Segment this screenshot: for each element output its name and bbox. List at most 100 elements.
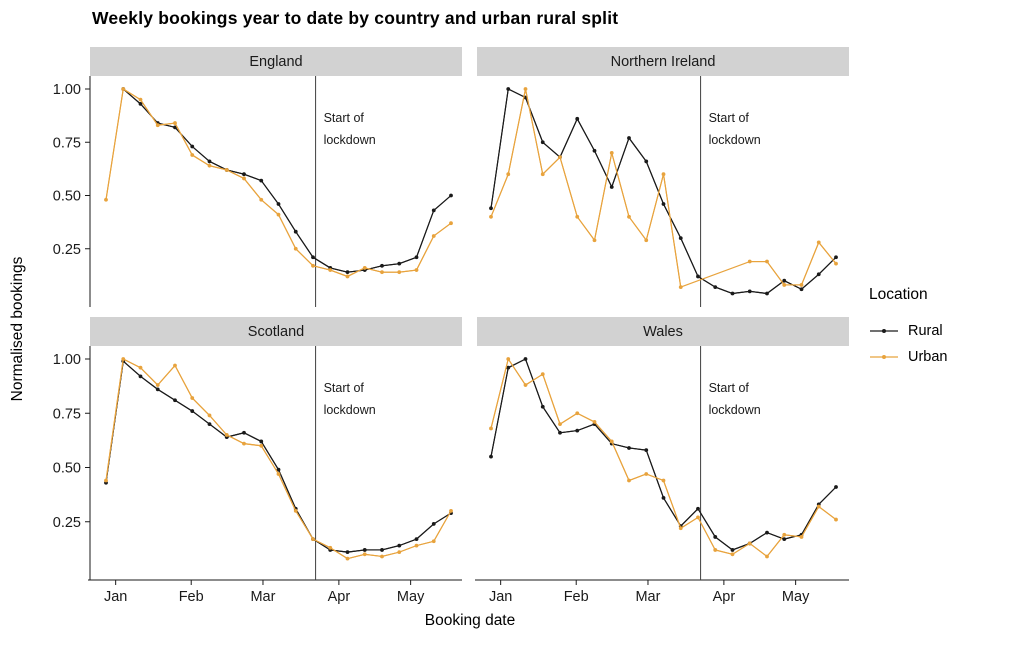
facet-label: Wales <box>643 323 683 340</box>
legend-title: Location <box>869 286 928 303</box>
data-point-wales-urban <box>609 439 614 444</box>
data-point-scotland-urban <box>173 363 177 368</box>
data-point-england-rural <box>345 270 350 275</box>
data-point-scotland-urban <box>121 357 126 361</box>
data-point-england-rural <box>190 144 195 149</box>
data-point-scotland-urban <box>414 543 419 548</box>
data-point-england-urban <box>224 168 229 172</box>
data-point-scotland-rural <box>190 409 195 413</box>
lockdown-annotation-line1: Start of <box>324 111 365 125</box>
y-tick-label: 0.75 <box>53 135 81 151</box>
data-point-england-urban <box>190 153 195 157</box>
data-point-england-rural <box>414 255 419 260</box>
data-point-northern-ireland-rural <box>747 289 752 294</box>
data-point-northern-ireland-urban <box>506 172 511 177</box>
data-point-northern-ireland-rural <box>696 274 700 279</box>
legend: Location Rural Urban <box>869 286 948 370</box>
y-tick-label: 0.50 <box>53 461 81 477</box>
urban-line-key-icon <box>870 355 898 359</box>
data-point-wales-rural <box>506 365 511 370</box>
data-point-scotland-rural <box>431 522 436 526</box>
data-point-scotland-rural <box>345 550 350 555</box>
data-point-northern-ireland-rural <box>816 272 821 277</box>
chart-title: Weekly bookings year to date by country … <box>92 8 619 28</box>
data-point-wales-urban <box>661 478 666 483</box>
series-line-urban <box>105 88 452 278</box>
facet-strip-scotland: Scotland <box>90 317 462 346</box>
data-point-scotland-rural <box>259 439 264 444</box>
data-point-wales-urban <box>678 526 683 531</box>
data-point-scotland-urban <box>431 539 436 544</box>
data-point-northern-ireland-rural <box>834 255 838 260</box>
series-line-rural <box>490 88 837 295</box>
lockdown-annotation-line2: lockdown <box>324 133 376 147</box>
data-point-scotland-urban <box>242 441 246 446</box>
data-point-northern-ireland-rural <box>661 202 666 206</box>
data-point-northern-ireland-rural <box>713 285 718 289</box>
data-point-wales-urban <box>713 548 718 552</box>
data-point-scotland-urban <box>224 433 229 437</box>
data-point-wales-urban <box>558 422 562 426</box>
lockdown-annotation-line2: lockdown <box>324 403 376 417</box>
data-point-wales-urban <box>782 532 787 537</box>
facet-label: England <box>249 53 303 70</box>
data-point-northern-ireland-rural <box>506 87 511 91</box>
data-point-scotland-urban <box>449 509 453 513</box>
lockdown-annotation-line1: Start of <box>709 381 750 395</box>
data-point-northern-ireland-rural <box>765 291 769 296</box>
data-point-england-rural <box>276 202 281 206</box>
data-point-wales-rural <box>575 428 580 433</box>
series-line-rural <box>490 358 837 551</box>
x-axis-title: Booking date <box>424 612 516 629</box>
x-tick-label: Feb <box>179 589 204 605</box>
data-point-scotland-urban <box>362 552 367 557</box>
data-point-wales-urban <box>523 383 528 387</box>
x-tick-label: Apr <box>328 589 351 605</box>
data-point-england-urban <box>449 221 453 226</box>
data-point-scotland-urban <box>138 365 143 370</box>
y-tick-label: 1.00 <box>53 82 81 98</box>
data-point-northern-ireland-urban <box>644 238 649 243</box>
data-point-england-urban <box>397 270 402 275</box>
x-tick-label: Apr <box>713 589 736 605</box>
legend-label-urban: Urban <box>908 349 948 365</box>
data-point-northern-ireland-urban <box>816 240 821 245</box>
data-point-scotland-urban <box>155 383 160 387</box>
y-tick-label: 0.25 <box>53 515 81 531</box>
data-point-scotland-rural <box>173 398 177 403</box>
data-point-northern-ireland-urban <box>558 155 562 160</box>
data-point-scotland-urban <box>311 537 315 542</box>
data-point-northern-ireland-urban <box>575 214 580 219</box>
x-tick-label: Mar <box>250 589 275 605</box>
y-tick-label: 1.00 <box>53 352 81 368</box>
data-point-england-rural <box>173 125 177 130</box>
y-tick-label: 0.25 <box>53 242 81 258</box>
series-line-urban <box>490 357 837 558</box>
data-point-scotland-rural <box>397 543 402 548</box>
legend-label-rural: Rural <box>908 323 943 339</box>
data-point-wales-urban <box>765 554 769 559</box>
x-tick-label: May <box>782 589 810 605</box>
data-point-wales-urban <box>730 552 735 557</box>
facet-label: Northern Ireland <box>610 53 716 70</box>
series-line-rural <box>122 88 452 273</box>
data-point-england-urban <box>207 163 212 168</box>
data-point-wales-rural <box>696 506 700 511</box>
data-point-wales-urban <box>506 357 511 361</box>
data-point-england-urban <box>155 123 160 128</box>
data-point-england-rural <box>431 208 436 213</box>
legend-item-rural: Rural <box>869 318 948 344</box>
facet-strip-wales: Wales <box>477 317 849 346</box>
series-line-urban <box>749 241 837 286</box>
data-point-wales-urban <box>644 472 649 476</box>
data-point-scotland-rural <box>380 548 384 552</box>
data-point-england-rural <box>397 261 402 266</box>
data-point-wales-urban <box>834 517 838 522</box>
data-point-northern-ireland-rural <box>592 148 597 153</box>
data-point-england-rural <box>207 159 212 164</box>
x-tick-label: Mar <box>635 589 660 605</box>
data-point-wales-rural <box>540 404 545 409</box>
rural-line-key-icon <box>870 329 898 333</box>
data-point-northern-ireland-urban <box>489 214 493 219</box>
